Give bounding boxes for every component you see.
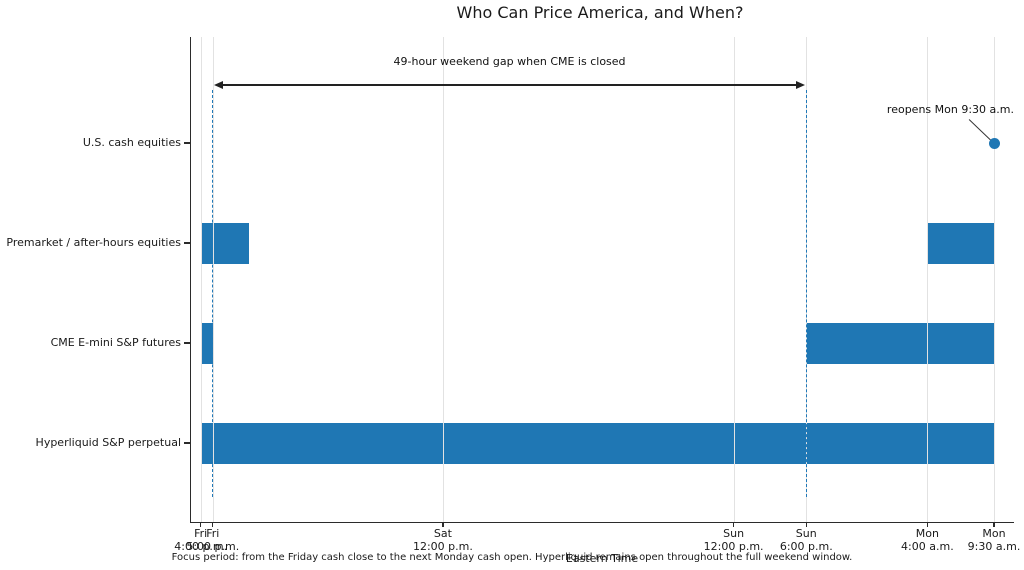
x-tick-mark [733, 522, 735, 527]
x-tick-label: Mon 9:30 a.m. [967, 527, 1021, 553]
bar-segment [200, 322, 213, 364]
x-tick-mark [805, 522, 807, 527]
gap-annotation-label: 49-hour weekend gap when CME is closed [393, 55, 626, 68]
x-axis-label: Eastern Time [565, 552, 639, 565]
reopen-marker-dot [988, 137, 1000, 149]
gridline [212, 37, 214, 522]
y-tick-label: Hyperliquid S&P perpetual [35, 436, 181, 449]
y-tick-mark [184, 442, 190, 444]
figure-caption: Focus period: from the Friday cash close… [171, 552, 853, 563]
bar-segment [927, 222, 994, 264]
gap-arrow-line [220, 84, 799, 86]
y-axis-spine [190, 37, 192, 522]
gridline [442, 37, 444, 522]
y-tick-label: CME E-mini S&P futures [50, 336, 181, 349]
gridline [994, 37, 995, 522]
gridline [806, 37, 808, 522]
gridline [200, 37, 202, 522]
y-tick-mark [184, 342, 190, 344]
y-tick-label: Premarket / after-hours equities [6, 236, 181, 249]
reopen-leader-line [968, 119, 993, 143]
x-tick-mark [200, 522, 202, 527]
x-tick-mark [993, 522, 995, 527]
x-tick-mark [442, 522, 444, 527]
dashed-guide-line [212, 90, 214, 497]
reopen-annotation-label: reopens Mon 9:30 a.m. [886, 103, 1014, 116]
x-tick-label: Sun 12:00 p.m. [703, 527, 764, 553]
y-tick-mark [184, 242, 190, 244]
x-tick-label: Fri 4:00 p.m. [174, 527, 228, 553]
dashed-guide-line [805, 90, 807, 497]
x-tick-mark [212, 522, 214, 527]
gap-arrowhead-right [796, 81, 806, 89]
bar-segment [200, 222, 250, 264]
x-axis-spine [190, 522, 1014, 524]
bar-segment [200, 422, 994, 464]
gridline [927, 37, 929, 522]
chart-title: Who Can Price America, and When? [456, 3, 744, 22]
x-tick-label: Mon 4:00 a.m. [901, 527, 954, 553]
x-tick-mark [926, 522, 928, 527]
gridline [733, 37, 735, 522]
y-tick-label: U.S. cash equities [82, 136, 181, 149]
bar-segment [806, 322, 994, 364]
x-tick-label: Sun 6:00 p.m. [779, 527, 833, 553]
gap-arrowhead-left [213, 81, 223, 89]
x-tick-label: Fri 5:00 p.m. [186, 527, 240, 553]
y-tick-mark [184, 142, 190, 144]
x-tick-label: Sat 12:00 p.m. [412, 527, 473, 553]
